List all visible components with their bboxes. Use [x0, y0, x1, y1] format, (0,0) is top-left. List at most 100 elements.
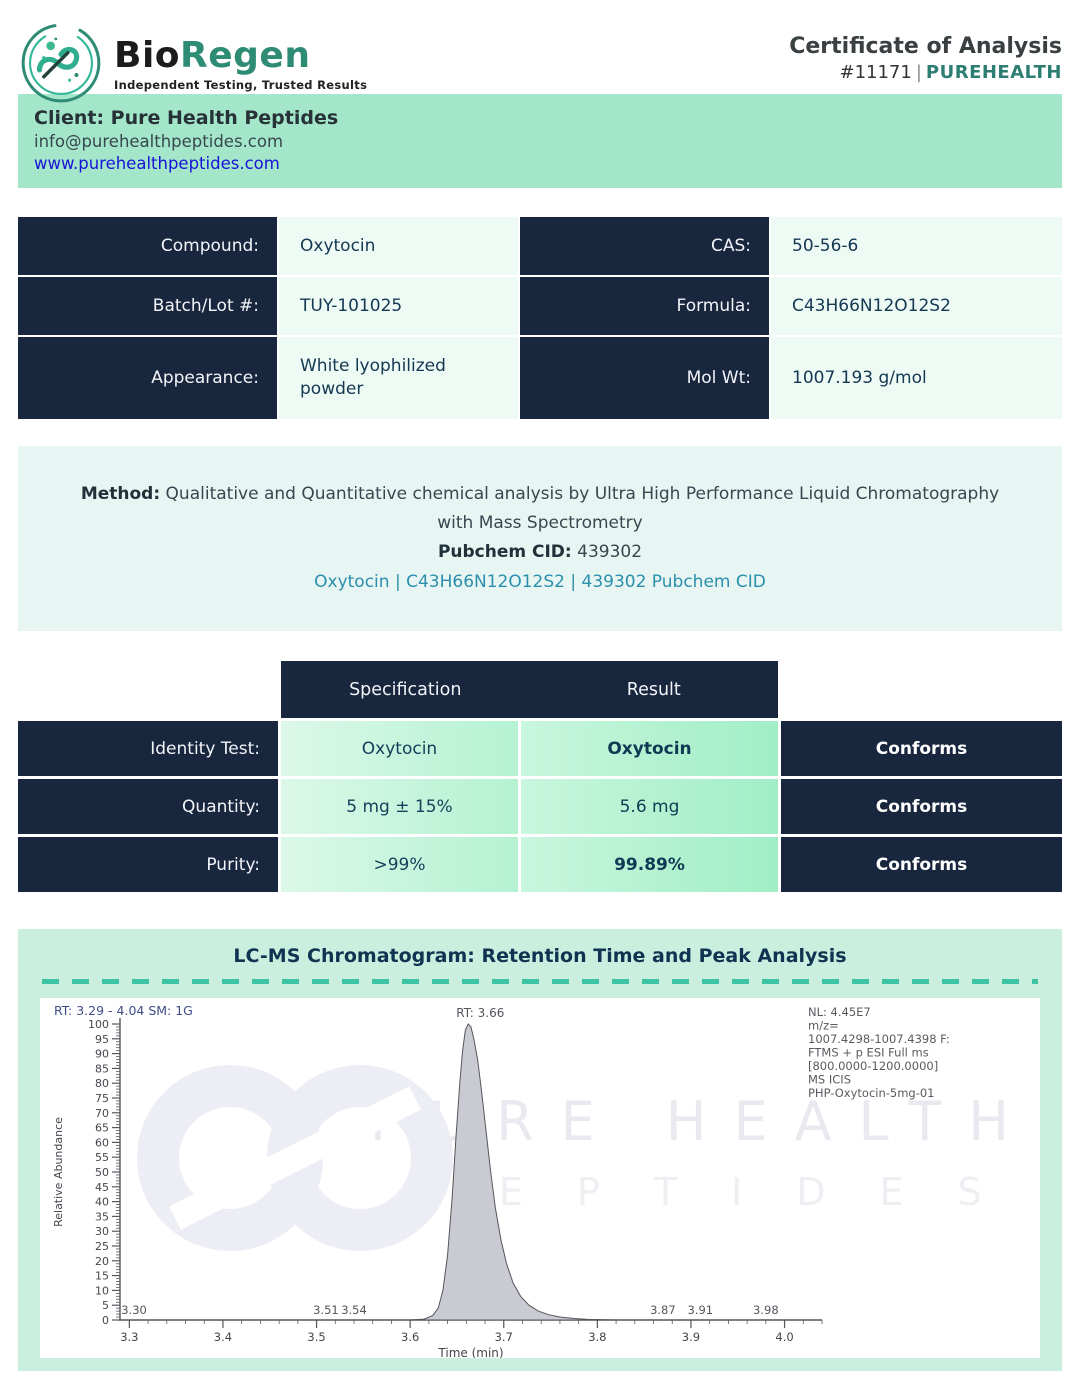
certificate-number: #11171 — [839, 62, 912, 83]
svg-text:95: 95 — [95, 1033, 109, 1046]
svg-text:30: 30 — [95, 1225, 109, 1238]
brand-text: BioRegen Independent Testing, Trusted Re… — [114, 35, 367, 92]
svg-text:15: 15 — [95, 1270, 109, 1283]
results-table-header: Specification Result — [281, 661, 778, 718]
brand-regen: Regen — [180, 34, 311, 76]
svg-text:4.0: 4.0 — [775, 1330, 793, 1344]
bioregen-brand: BioRegen Independent Testing, Trusted Re… — [18, 20, 367, 106]
svg-text:60: 60 — [95, 1136, 109, 1149]
watermark-infinity-icon — [137, 1065, 453, 1251]
svg-text:25: 25 — [95, 1240, 109, 1253]
molwt-value: 1007.193 g/mol — [771, 337, 1062, 419]
identity-status-badge: Conforms — [781, 721, 1062, 776]
cas-value: 50-56-6 — [771, 217, 1062, 275]
svg-text:55: 55 — [95, 1151, 109, 1164]
svg-text:35: 35 — [95, 1210, 109, 1223]
quantity-label: Quantity: — [18, 779, 278, 834]
svg-text:75: 75 — [95, 1092, 109, 1105]
svg-text:Time (min): Time (min) — [437, 1346, 503, 1358]
pubchem-link[interactable]: Oxytocin | C43H66N12O12S2 | 439302 Pubch… — [314, 572, 766, 592]
method-text: Method: Qualitative and Quantitative che… — [76, 480, 1004, 538]
svg-text:RT: 3.66: RT: 3.66 — [456, 1006, 504, 1020]
svg-text:3.87: 3.87 — [650, 1303, 676, 1317]
results-table: Specification Result Identity Test: Oxyt… — [18, 661, 1062, 892]
svg-text:3.4: 3.4 — [214, 1330, 232, 1344]
spacer-cell — [781, 661, 1062, 718]
svg-text:[800.0000-1200.0000]: [800.0000-1200.0000] — [808, 1059, 938, 1073]
purity-label: Purity: — [18, 837, 278, 892]
client-website-link[interactable]: www.purehealthpeptides.com — [34, 154, 280, 173]
svg-text:1007.4298-1007.4398 F:: 1007.4298-1007.4398 F: — [808, 1032, 950, 1046]
svg-text:3.6: 3.6 — [401, 1330, 419, 1344]
client-email: info@purehealthpeptides.com — [34, 132, 284, 151]
svg-text:Relative Abundance: Relative Abundance — [52, 1117, 65, 1227]
svg-text:m/z=: m/z= — [808, 1019, 839, 1033]
svg-text:NL: 4.45E7: NL: 4.45E7 — [808, 1005, 871, 1019]
svg-text:20: 20 — [95, 1255, 109, 1268]
dashed-divider — [42, 979, 1038, 984]
appearance-value: White lyophilized powder — [279, 337, 518, 419]
quantity-status-badge: Conforms — [781, 779, 1062, 834]
method-section: Method: Qualitative and Quantitative che… — [18, 446, 1062, 631]
brand-tagline: Independent Testing, Trusted Results — [114, 77, 368, 92]
chromatogram-section-title: LC-MS Chromatogram: Retention Time and P… — [233, 945, 847, 967]
svg-text:70: 70 — [95, 1107, 109, 1120]
svg-text:3.3: 3.3 — [120, 1330, 138, 1344]
result-column-header: Result — [626, 679, 681, 700]
quantity-spec-value: 5 mg ± 15% — [281, 779, 518, 834]
certificate-title: Certificate of Analysis — [789, 34, 1062, 59]
identity-result-value: Oxytocin — [521, 721, 778, 776]
identity-spec-value: Oxytocin — [281, 721, 518, 776]
formula-label: Formula: — [520, 277, 769, 335]
identity-test-label: Identity Test: — [18, 721, 278, 776]
page-header: BioRegen Independent Testing, Trusted Re… — [18, 0, 1062, 103]
svg-text:0: 0 — [102, 1314, 109, 1327]
spacer-cell — [18, 661, 278, 718]
quantity-result-value: 5.6 mg — [521, 779, 778, 834]
separator: | — [915, 62, 922, 83]
purity-status-badge: Conforms — [781, 837, 1062, 892]
svg-text:MS ICIS: MS ICIS — [808, 1073, 851, 1087]
compound-value: Oxytocin — [279, 217, 518, 275]
appearance-label: Appearance: — [18, 337, 277, 419]
svg-text:3.51: 3.51 — [313, 1303, 339, 1317]
compound-info-table: Compound: Oxytocin CAS: 50-56-6 Batch/Lo… — [18, 217, 1062, 419]
svg-text:10: 10 — [95, 1284, 109, 1297]
client-brand-label: PUREHEALTH — [925, 62, 1062, 83]
svg-text:100: 100 — [88, 1018, 109, 1031]
formula-value: C43H66N12O12S2 — [771, 277, 1062, 335]
chromatogram-plot: 0510152025303540455055606570758085909510… — [52, 1003, 950, 1358]
svg-text:3.98: 3.98 — [753, 1303, 779, 1317]
molwt-label: Mol Wt: — [520, 337, 769, 419]
specification-column-header: Specification — [349, 679, 462, 700]
method-label: Method: — [80, 484, 161, 504]
svg-text:3.5: 3.5 — [307, 1330, 325, 1344]
svg-text:45: 45 — [95, 1181, 109, 1194]
method-description: Qualitative and Quantitative chemical an… — [165, 484, 1000, 533]
svg-text:50: 50 — [95, 1166, 109, 1179]
compound-label: Compound: — [18, 217, 277, 275]
svg-text:3.8: 3.8 — [588, 1330, 606, 1344]
certificate-subtitle: #11171 | PUREHEALTH — [789, 62, 1062, 83]
client-info-band: Client: Pure Health Peptides info@purehe… — [18, 94, 1062, 188]
pubchem-label: Pubchem CID: — [437, 542, 572, 562]
svg-text:3.91: 3.91 — [688, 1303, 714, 1317]
batch-value: TUY-101025 — [279, 277, 518, 335]
svg-text:90: 90 — [95, 1048, 109, 1061]
svg-text:3.54: 3.54 — [341, 1303, 367, 1317]
watermark-text-line2: PEPTIDES — [422, 1170, 1036, 1214]
svg-text:65: 65 — [95, 1122, 109, 1135]
svg-text:80: 80 — [95, 1077, 109, 1090]
svg-text:FTMS + p ESI Full ms: FTMS + p ESI Full ms — [808, 1046, 929, 1060]
svg-text:5: 5 — [102, 1299, 109, 1312]
chromatogram-section: LC-MS Chromatogram: Retention Time and P… — [18, 929, 1062, 1371]
bioregen-logo-icon — [21, 23, 101, 103]
svg-text:85: 85 — [95, 1062, 109, 1075]
pubchem-value: 439302 — [577, 542, 643, 562]
cas-label: CAS: — [520, 217, 769, 275]
purity-spec-value: >99% — [281, 837, 518, 892]
svg-text:PHP-Oxytocin-5mg-01: PHP-Oxytocin-5mg-01 — [808, 1086, 935, 1100]
svg-text:3.30: 3.30 — [121, 1303, 147, 1317]
client-name: Client: Pure Health Peptides — [34, 107, 339, 129]
brand-bio: Bio — [114, 34, 181, 76]
